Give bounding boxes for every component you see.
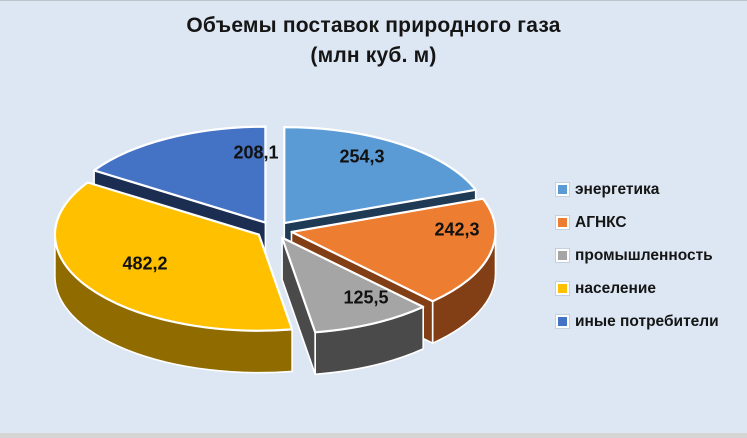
legend-item-promyshlennost: промышленность bbox=[556, 239, 719, 272]
legend-item-agnks: АГНКС bbox=[556, 206, 719, 239]
pie-slice-3-top bbox=[53, 181, 294, 332]
data-label-inye: 208,1 bbox=[233, 142, 279, 163]
legend-marker-promyshlennost bbox=[556, 249, 569, 262]
chart-title: Объемы поставок природного газа (млн куб… bbox=[0, 11, 747, 71]
legend-marker-agnks bbox=[556, 216, 569, 229]
legend-item-naselenie: население bbox=[556, 272, 719, 305]
data-label-agnks: 242,3 bbox=[434, 219, 480, 240]
legend-label-inye: иные потребители bbox=[575, 312, 719, 330]
legend-marker-naselenie bbox=[556, 282, 569, 295]
legend-item-energetika: энергетика bbox=[556, 173, 719, 206]
legend: энергетика АГНКС промышленность населени… bbox=[556, 173, 719, 338]
legend-marker-inye bbox=[556, 315, 569, 328]
data-label-energetika: 254,3 bbox=[339, 146, 385, 167]
chart-title-line1: Объемы поставок природного газа bbox=[186, 14, 561, 37]
pie-slice-1-top bbox=[290, 197, 497, 303]
legend-label-promyshlennost: промышленность bbox=[575, 246, 713, 264]
legend-label-energetika: энергетика bbox=[575, 180, 660, 198]
legend-marker-energetika bbox=[556, 183, 569, 196]
chart-title-line2: (млн куб. м) bbox=[310, 44, 437, 67]
window-bottom-edge bbox=[0, 433, 747, 438]
legend-label-naselenie: население bbox=[575, 279, 656, 297]
legend-label-agnks: АГНКС bbox=[575, 213, 627, 231]
legend-item-inye: иные потребители bbox=[556, 305, 719, 338]
pie-slice-4-top bbox=[93, 125, 267, 224]
data-label-promyshlennost: 125,5 bbox=[343, 287, 389, 308]
pie-slice-0-top bbox=[283, 126, 477, 225]
pie-slice-2-top bbox=[281, 236, 425, 334]
data-label-naselenie: 482,2 bbox=[122, 253, 168, 274]
window-top-edge bbox=[0, 0, 747, 1]
